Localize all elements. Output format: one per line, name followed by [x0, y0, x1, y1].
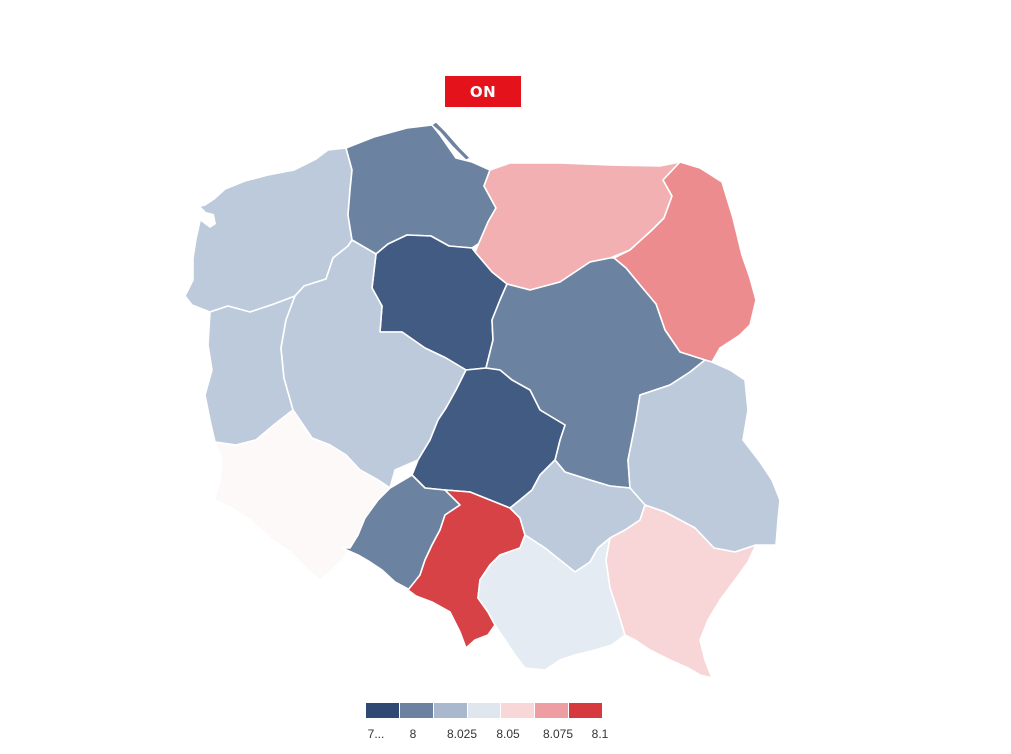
legend-label: 8 [409, 727, 417, 741]
legend-labels: 7... 8 8.025 8.05 8.075 8.1 [356, 727, 616, 745]
legend-label: 8.1 [591, 727, 609, 741]
region-warminsko-mazurskie: Warmińsko-Mazurskie [474, 161, 681, 291]
region-podkarpackie: Podkarpackie [605, 504, 757, 679]
legend-swatch [569, 703, 603, 718]
on-badge: ON [445, 76, 521, 107]
legend-swatch [535, 703, 570, 718]
szczecin-lagoon [193, 206, 216, 228]
legend-label: 8.075 [542, 727, 574, 741]
legend-label: 8.025 [446, 727, 478, 741]
region-pomorskie: Pomorskie [345, 124, 497, 255]
legend-swatch [433, 703, 468, 718]
legend-swatch [399, 703, 434, 718]
region-malopolskie: Małopolskie [477, 534, 626, 671]
legend-swatch [366, 703, 400, 718]
hel-peninsula [431, 121, 471, 161]
legend-swatch [467, 703, 502, 718]
color-scale-legend [366, 703, 603, 718]
legend-label: 8.05 [496, 727, 520, 741]
legend-label: 7... [367, 727, 385, 741]
legend-swatch [501, 703, 536, 718]
